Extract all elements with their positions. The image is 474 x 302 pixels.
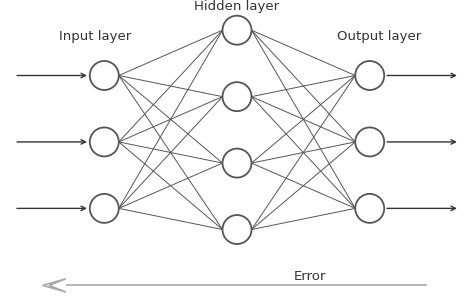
Ellipse shape (90, 61, 119, 90)
Ellipse shape (355, 194, 384, 223)
Ellipse shape (355, 61, 384, 90)
Ellipse shape (222, 16, 252, 45)
Polygon shape (43, 279, 66, 292)
Text: Hidden layer: Hidden layer (194, 0, 280, 13)
Ellipse shape (355, 127, 384, 156)
Ellipse shape (90, 194, 119, 223)
Ellipse shape (222, 215, 252, 244)
Ellipse shape (222, 149, 252, 178)
Text: Output layer: Output layer (337, 30, 421, 43)
Ellipse shape (222, 82, 252, 111)
Ellipse shape (90, 127, 119, 156)
Text: Error: Error (294, 270, 326, 283)
Text: Input layer: Input layer (59, 30, 131, 43)
